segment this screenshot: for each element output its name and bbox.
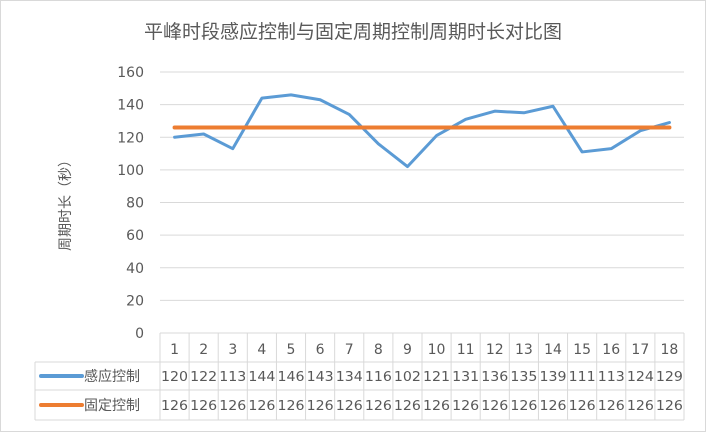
y-tick-label: 80 [126,196,144,212]
x-tick-label: 18 [661,342,679,358]
x-tick-label: 16 [602,342,620,358]
table-value: 126 [598,399,625,414]
y-axis-label: 周期时长（秒） [58,153,74,251]
x-tick-label: 1 [170,342,179,358]
legend-label: 感应控制 [84,368,140,385]
x-tick-label: 14 [544,342,562,358]
x-tick-label: 17 [631,342,649,358]
x-tick-label: 8 [374,342,383,358]
table-value: 126 [190,399,217,414]
x-tick-label: 6 [316,342,325,358]
y-tick-label: 120 [117,130,144,146]
table-value: 129 [656,370,683,385]
x-tick-label: 7 [345,342,354,358]
x-tick-label: 9 [403,342,412,358]
series-line-induction-control [173,93,671,169]
table-value: 136 [481,370,508,385]
table-value: 126 [423,399,450,414]
table-value: 126 [394,399,421,414]
table-value: 126 [569,399,596,414]
table-value: 121 [423,370,450,385]
table-value: 126 [248,399,275,414]
table-value: 126 [278,399,305,414]
table-value: 124 [627,370,654,385]
x-tick-label: 10 [428,342,446,358]
table-value: 126 [219,399,246,414]
y-tick-label: 100 [117,163,144,179]
y-tick-label: 0 [135,326,144,342]
chart-title: 平峰时段感应控制与固定周期控制周期时长对比图 [144,21,562,43]
table-value: 116 [365,370,392,385]
table-value: 126 [336,399,363,414]
y-tick-label: 40 [126,261,144,277]
table-value: 126 [627,399,654,414]
table-value: 139 [540,370,567,385]
table-value: 146 [278,370,305,385]
table-value: 126 [452,399,479,414]
table-value: 113 [219,370,246,385]
x-tick-label: 12 [486,342,504,358]
y-tick-label: 160 [117,65,144,81]
table-value: 131 [452,370,479,385]
x-tick-label: 11 [457,342,475,358]
x-tick-label: 5 [287,342,296,358]
table-value: 126 [540,399,567,414]
table-value: 120 [161,370,188,385]
x-tick-label: 4 [257,342,266,358]
table-value: 126 [365,399,392,414]
table-value: 126 [161,399,188,414]
table-value: 143 [307,370,334,385]
table-value: 144 [248,370,275,385]
x-tick-label: 15 [573,342,591,358]
x-tick-label: 3 [228,342,237,358]
table-value: 113 [598,370,625,385]
table-value: 135 [510,370,537,385]
table-value: 126 [656,399,683,414]
y-tick-label: 140 [117,98,144,114]
x-tick-label: 2 [199,342,208,358]
table-value: 126 [510,399,537,414]
table-value: 122 [190,370,217,385]
y-tick-label: 60 [126,228,144,244]
y-tick-label: 20 [126,293,144,309]
table-value: 134 [336,370,363,385]
table-value: 126 [481,399,508,414]
table-value: 126 [307,399,334,414]
x-tick-label: 13 [515,342,533,358]
legend-label: 固定控制 [84,398,140,414]
table-value: 102 [394,370,421,385]
table-value: 111 [569,370,596,385]
